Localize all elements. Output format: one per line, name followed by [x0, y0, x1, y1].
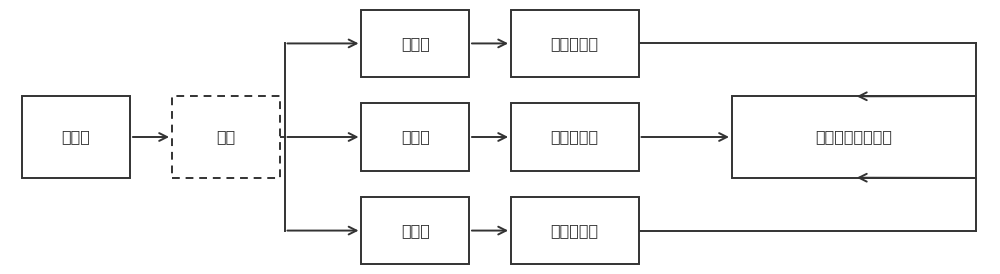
Bar [511, 197, 639, 264]
Bar [361, 197, 469, 264]
Text: 图像获取处理单元: 图像获取处理单元 [816, 130, 893, 144]
Text: 准直器: 准直器 [401, 36, 430, 51]
Text: 准直器: 准直器 [401, 130, 430, 144]
Text: 探测器模块: 探测器模块 [551, 223, 599, 238]
Text: 探测器模块: 探测器模块 [551, 130, 599, 144]
Bar [172, 96, 280, 178]
Bar [22, 96, 130, 178]
Text: 探测器模块: 探测器模块 [551, 36, 599, 51]
Bar [361, 103, 469, 171]
Text: 放射源: 放射源 [62, 130, 91, 144]
Bar [511, 103, 639, 171]
Bar [732, 96, 976, 178]
Text: 样品: 样品 [216, 130, 235, 144]
Bar [361, 10, 469, 77]
Text: 准直器: 准直器 [401, 223, 430, 238]
Bar [511, 10, 639, 77]
